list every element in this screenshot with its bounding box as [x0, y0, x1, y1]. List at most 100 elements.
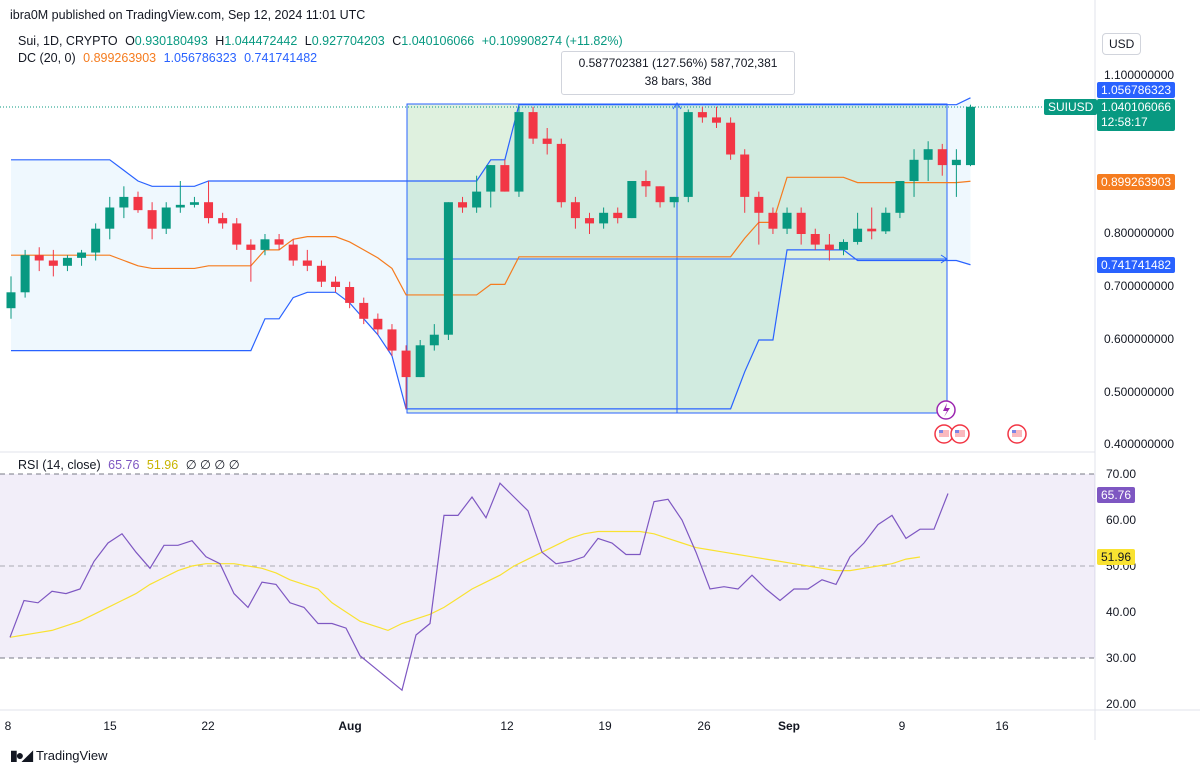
time-tick: Aug: [338, 719, 362, 733]
rsi-null-values: ∅ ∅ ∅ ∅: [185, 458, 240, 472]
dc-mid-line: [11, 176, 971, 296]
measure-arrow-up: [672, 102, 682, 110]
dc-lower-tag: 0.741741482: [1097, 257, 1176, 273]
candle-body: [260, 239, 270, 250]
candle-body: [655, 186, 665, 203]
candle-body: [627, 181, 637, 219]
candle-body: [570, 202, 580, 219]
measure-arrow-right: [940, 254, 948, 264]
dc-mid-value: 0.899263903: [83, 51, 157, 65]
low-label: L: [304, 34, 312, 48]
candle-body: [91, 228, 101, 253]
rsi-legend: RSI (14, close) 65.76 51.96 ∅ ∅ ∅ ∅: [18, 457, 240, 472]
candle-body: [514, 112, 524, 192]
candle-body: [824, 244, 834, 250]
price-tick: 0.700000000: [1104, 279, 1175, 293]
candle-body: [937, 149, 947, 166]
rsi-line: [9, 482, 949, 692]
candle-body: [415, 345, 425, 378]
last-price-value: 1.040106066: [1101, 100, 1172, 114]
rsi-tick: 40.00: [1106, 605, 1137, 619]
candle-body: [119, 196, 129, 208]
currency-button[interactable]: USD: [1102, 33, 1142, 55]
candle-body: [740, 154, 750, 197]
candle-body: [613, 212, 623, 219]
candle-body: [726, 122, 736, 155]
candle-body: [105, 207, 115, 229]
candle-body: [316, 265, 326, 282]
rsi-tick: 60.00: [1106, 513, 1137, 527]
tradingview-logo-icon: ▮●◢: [10, 747, 33, 763]
candle-body: [373, 318, 383, 330]
time-tick: 19: [598, 719, 612, 733]
price-tick: 0.600000000: [1104, 332, 1175, 346]
time-tick: 22: [201, 719, 215, 733]
candle-body: [274, 239, 284, 245]
candle-body: [161, 207, 171, 229]
candle-body: [867, 228, 877, 232]
measure-line1: 0.587702381 (127.56%) 587,702,381: [578, 56, 778, 70]
candle-body: [712, 117, 721, 123]
candle-body: [204, 202, 214, 219]
open-label: O: [125, 34, 135, 48]
close-label: C: [392, 34, 402, 48]
candle-body: [246, 244, 256, 250]
published-line: ibra0M published on TradingView.com, Sep…: [10, 8, 366, 22]
dc-lower-value: 0.741741482: [244, 51, 318, 65]
candle-body: [754, 196, 764, 213]
rsi-ma-line: [9, 530, 921, 638]
rsi-tick: 20.00: [1106, 697, 1137, 711]
candle-body: [768, 212, 778, 229]
candle-body: [881, 212, 891, 232]
candle-body: [472, 191, 482, 208]
candle-body: [923, 149, 933, 160]
candle-body: [77, 252, 87, 258]
candle-body: [683, 112, 693, 197]
lightning-glyph-icon: [943, 403, 950, 417]
candles: [6, 104, 975, 409]
dc-fill: [11, 97, 971, 409]
candle-body: [965, 106, 975, 166]
candle-body: [189, 202, 199, 205]
symbol-title: Sui, 1D, CRYPTO: [18, 34, 118, 48]
candle-body: [697, 112, 707, 118]
close-value: 1.040106066: [401, 34, 475, 48]
candle-body: [48, 260, 58, 266]
candle-body: [443, 202, 453, 335]
time-tick: 8: [4, 719, 12, 733]
candle-body: [133, 196, 143, 211]
candle-body: [853, 228, 863, 242]
candle-body: [782, 212, 792, 229]
candle-body: [175, 204, 185, 208]
candle-body: [401, 350, 411, 378]
rsi-value: 65.76: [108, 458, 140, 472]
symbol-legend: Sui, 1D, CRYPTO O0.930180493 H1.04447244…: [18, 34, 627, 48]
candle-body: [486, 165, 496, 192]
time-tick: 16: [995, 719, 1009, 733]
dc-legend: DC (20, 0) 0.899263903 1.056786323 0.741…: [18, 51, 317, 65]
candle-body: [909, 159, 919, 181]
candle-body: [288, 244, 298, 261]
candle-body: [838, 241, 848, 250]
us-flag-event-icon[interactable]: [934, 424, 1027, 444]
candle-body: [345, 287, 355, 303]
donchian-channel: [11, 97, 971, 410]
price-tick: 0.500000000: [1104, 385, 1175, 399]
rsi-value-tag: 65.76: [1097, 487, 1136, 503]
dc-lower-line: [11, 249, 971, 410]
tradingview-logo[interactable]: ▮●◢ TradingView: [10, 747, 107, 764]
candle-body: [302, 260, 312, 266]
candle-body: [556, 143, 566, 203]
rsi-tick: 70.00: [1106, 467, 1137, 481]
candle-body: [669, 196, 679, 203]
dc-upper-value: 1.056786323: [163, 51, 237, 65]
candle-body: [796, 212, 806, 234]
candle-body: [34, 255, 44, 261]
candle-body: [429, 334, 439, 346]
open-value: 0.930180493: [134, 34, 208, 48]
time-tick: 12: [500, 719, 514, 733]
dc-upper-line: [11, 97, 971, 187]
high-value: 1.044472442: [224, 34, 298, 48]
change-value: +0.109908274 (+11.82%): [481, 34, 623, 48]
